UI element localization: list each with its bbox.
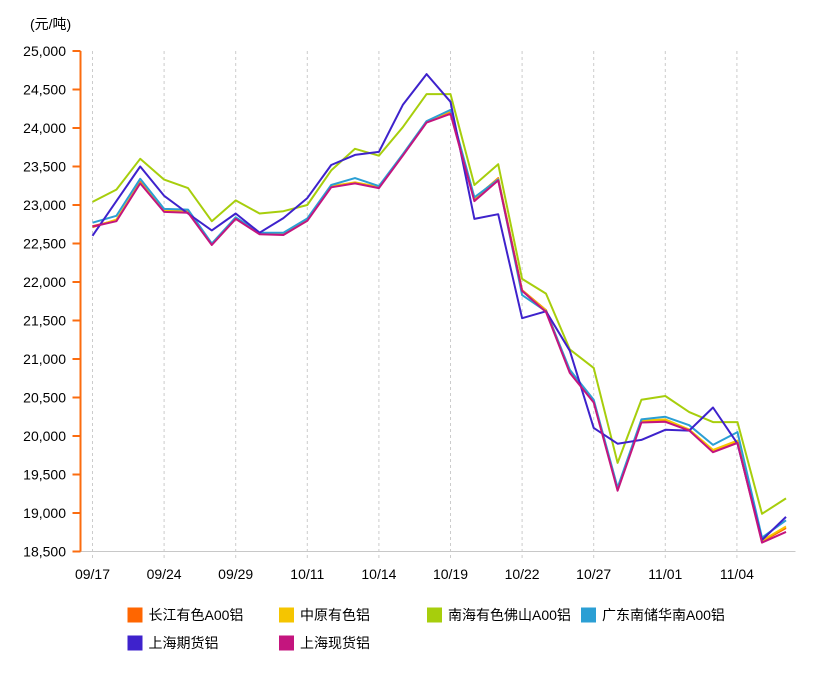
svg-text:24,000: 24,000 [23, 120, 66, 136]
svg-text:25,000: 25,000 [23, 43, 66, 59]
svg-text:10/11: 10/11 [290, 566, 324, 582]
svg-text:10/14: 10/14 [361, 566, 396, 582]
svg-text:09/24: 09/24 [147, 566, 182, 582]
svg-text:09/29: 09/29 [218, 566, 253, 582]
svg-text:20,500: 20,500 [23, 390, 66, 406]
svg-text:23,500: 23,500 [23, 159, 66, 175]
svg-text:23,000: 23,000 [23, 197, 66, 213]
svg-text:长江有色A00铝: 长江有色A00铝 [149, 607, 244, 623]
svg-text:上海现货铝: 上海现货铝 [300, 635, 370, 651]
svg-text:21,500: 21,500 [23, 313, 66, 329]
svg-text:南海有色佛山A00铝: 南海有色佛山A00铝 [448, 607, 571, 623]
svg-text:10/22: 10/22 [505, 566, 540, 582]
svg-text:中原有色铝: 中原有色铝 [300, 607, 370, 623]
svg-text:09/17: 09/17 [75, 566, 110, 582]
svg-text:10/19: 10/19 [433, 566, 468, 582]
svg-text:22,000: 22,000 [23, 274, 66, 290]
svg-text:22,500: 22,500 [23, 236, 66, 252]
svg-text:10/27: 10/27 [576, 566, 611, 582]
svg-text:18,500: 18,500 [23, 544, 66, 560]
svg-text:广东南储华南A00铝: 广东南储华南A00铝 [602, 607, 725, 623]
svg-text:上海期货铝: 上海期货铝 [149, 635, 219, 651]
svg-text:24,500: 24,500 [23, 82, 66, 98]
svg-text:19,500: 19,500 [23, 467, 66, 483]
svg-text:20,000: 20,000 [23, 428, 66, 444]
svg-text:21,000: 21,000 [23, 351, 66, 367]
svg-text:19,000: 19,000 [23, 505, 66, 521]
svg-text:11/04: 11/04 [720, 566, 754, 582]
svg-text:(元/吨): (元/吨) [30, 16, 71, 32]
svg-text:11/01: 11/01 [648, 566, 682, 582]
